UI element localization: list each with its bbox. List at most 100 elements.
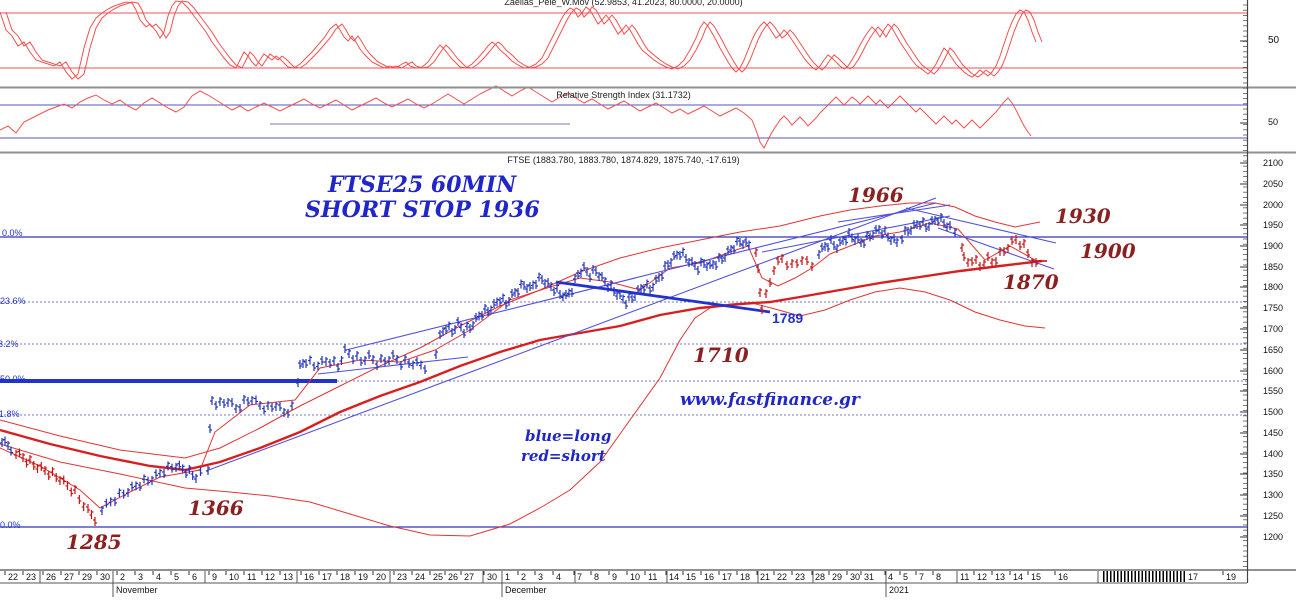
trend-line — [345, 202, 937, 351]
date-label: 3 — [538, 572, 544, 582]
date-label: 19 — [1226, 572, 1237, 582]
date-label: 4 — [888, 572, 894, 582]
date-label: 19 — [358, 572, 369, 582]
date-label: 30 — [487, 572, 498, 582]
month-label: December — [505, 585, 547, 595]
date-label: 17 — [722, 572, 733, 582]
stochastic-signal-line — [5, 0, 1043, 80]
annotation-text: 1966 — [848, 183, 904, 207]
price-axis-label: 1650 — [1263, 345, 1284, 355]
annotation-text: 1870 — [1003, 270, 1059, 294]
stochastic-panel-title: Zaellas_Pele_W.Mov (52.9853, 41.2023, 80… — [504, 0, 743, 7]
date-label: 14 — [669, 572, 680, 582]
date-label: 23 — [397, 572, 408, 582]
slow-ma-line — [0, 259, 1043, 472]
date-label: 27 — [64, 572, 75, 582]
date-label: 2 — [120, 572, 126, 582]
fib-level-label: 61.8% — [0, 409, 20, 419]
date-label: 21 — [760, 572, 771, 582]
date-label: 23 — [795, 572, 806, 582]
price-axis-label: 1900 — [1263, 241, 1284, 251]
date-label: 25 — [433, 572, 444, 582]
price-axis-label: 1750 — [1263, 303, 1284, 313]
fib-level-label: 0.0% — [2, 228, 23, 238]
date-label: 22 — [8, 572, 19, 582]
annotation-text: FTSE25 60MIN — [328, 172, 517, 198]
price-axis-label: 1200 — [1263, 532, 1284, 542]
bollinger-lower-band — [0, 287, 1046, 537]
fast-ma-line — [0, 222, 1036, 509]
price-axis-label: 1600 — [1263, 366, 1284, 376]
price-axis-label: 2100 — [1263, 158, 1284, 168]
annotation-text: 1285 — [66, 530, 122, 554]
date-label: 9 — [612, 572, 618, 582]
month-label: 2021 — [889, 585, 910, 595]
date-label: 17 — [322, 572, 333, 582]
date-label: 13 — [995, 572, 1006, 582]
date-label: 15 — [1031, 572, 1042, 582]
date-label: 22 — [777, 572, 788, 582]
trend-line — [937, 227, 1055, 270]
date-label: 11 — [648, 572, 658, 582]
date-label: 24 — [415, 572, 426, 582]
price-axis-label: 1800 — [1263, 282, 1284, 292]
trend-line — [317, 356, 469, 375]
annotation-text: 1930 — [1055, 204, 1111, 228]
compressed-dates-hatch — [1103, 571, 1186, 582]
date-label: 16 — [304, 572, 315, 582]
date-label: 23 — [26, 572, 37, 582]
date-label: 11 — [960, 572, 970, 582]
date-label: 7 — [577, 572, 583, 582]
price-axis-label: 1500 — [1263, 407, 1284, 417]
annotation-text: blue=long — [525, 427, 612, 445]
date-label: 30 — [850, 572, 861, 582]
date-label: 15 — [686, 572, 697, 582]
price-axis-label: 1350 — [1263, 469, 1284, 479]
rsi-line — [0, 85, 1032, 149]
date-label: 4 — [156, 572, 162, 582]
price-axis-label: 1550 — [1263, 386, 1284, 396]
date-label: 1 — [505, 572, 511, 582]
date-label: 2 — [521, 572, 527, 582]
price-axis-label: 1850 — [1263, 262, 1284, 272]
rsi-panel-title: Relative Strength Index (31.1732) — [556, 90, 691, 100]
date-label: 29 — [832, 572, 843, 582]
price-panel-title: FTSE (1883.780, 1883.780, 1874.829, 1875… — [507, 155, 740, 165]
date-label: 18 — [740, 572, 751, 582]
date-label: 8 — [936, 572, 942, 582]
date-label: 4 — [556, 572, 562, 582]
annotation-text: 1900 — [1080, 239, 1136, 263]
date-label: 26 — [46, 572, 57, 582]
date-label: 12 — [265, 572, 276, 582]
bollinger-upper-band — [0, 202, 1041, 459]
date-label: 5 — [174, 572, 180, 582]
annotation-text: 1366 — [188, 496, 244, 520]
date-label: 17 — [1188, 572, 1199, 582]
date-label: 14 — [1013, 572, 1024, 582]
stochastic-line — [0, 0, 1037, 80]
price-axis-label: 2050 — [1263, 179, 1284, 189]
date-label: 10 — [630, 572, 641, 582]
stochastic-axis-label: 50 — [1268, 35, 1280, 46]
annotation-text: 1710 — [693, 343, 749, 367]
date-label: 9 — [212, 572, 218, 582]
neckline-thick — [555, 280, 771, 314]
annotation-text: www.fastfinance.gr — [680, 390, 860, 410]
date-label: 5 — [903, 572, 909, 582]
fib-level-label: 38.2% — [0, 339, 19, 349]
date-label: 11 — [247, 572, 257, 582]
date-label: 10 — [229, 572, 240, 582]
date-label: 13 — [283, 572, 294, 582]
price-axis-label: 2000 — [1263, 200, 1284, 210]
date-label: 26 — [448, 572, 459, 582]
date-label: 27 — [464, 572, 475, 582]
price-axis-label: 1300 — [1263, 490, 1284, 500]
date-label: 16 — [704, 572, 715, 582]
date-label: 20 — [376, 572, 387, 582]
trend-line — [837, 204, 951, 223]
price-axis-label: 1700 — [1263, 324, 1284, 334]
price-axis-label: 1400 — [1263, 449, 1284, 459]
fib-level-label: 23.6% — [0, 296, 26, 306]
